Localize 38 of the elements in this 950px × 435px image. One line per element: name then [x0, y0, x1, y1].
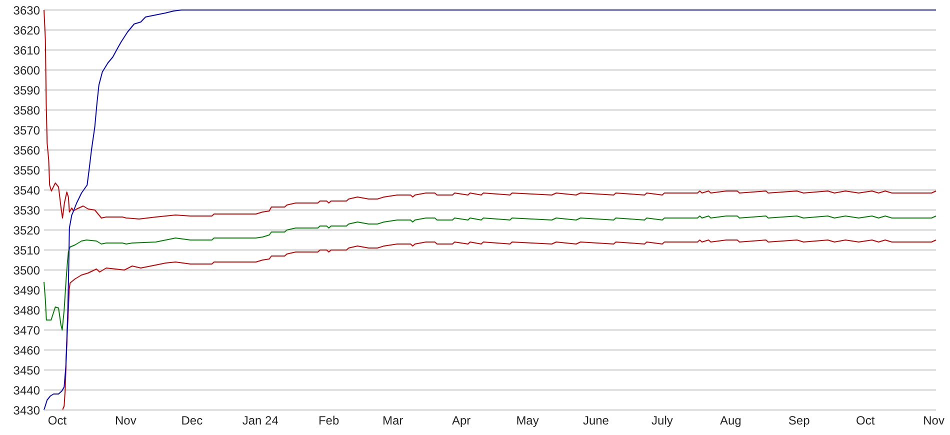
x-tick-label: July — [652, 414, 673, 428]
y-tick-label: 3490 — [13, 283, 40, 298]
y-tick-label: 3630 — [13, 3, 40, 18]
x-tick-label: Aug — [720, 414, 742, 428]
x-tick-label: Feb — [318, 414, 340, 428]
y-tick-label: 3570 — [13, 123, 40, 138]
y-tick-label: 3520 — [13, 223, 40, 238]
y-tick-label: 3620 — [13, 23, 40, 38]
y-tick-label: 3510 — [13, 243, 40, 258]
x-tick-label: Apr — [452, 414, 471, 428]
y-tick-label: 3430 — [13, 403, 40, 418]
x-tick-label: Mar — [382, 414, 404, 428]
x-tick-label: June — [582, 414, 610, 428]
y-tick-label: 3560 — [13, 143, 40, 158]
x-tick-label: Dec — [181, 414, 203, 428]
y-tick-label: 3540 — [13, 183, 40, 198]
y-tick-label: 3450 — [13, 363, 40, 378]
y-tick-label: 3580 — [13, 103, 40, 118]
x-tick-label: Jan 24 — [242, 414, 279, 428]
x-tick-label: Oct — [856, 414, 876, 428]
x-tick-label: Oct — [48, 414, 68, 428]
x-tick-label: May — [516, 414, 539, 428]
y-tick-label: 3610 — [13, 43, 40, 58]
y-tick-label: 3500 — [13, 263, 40, 278]
x-tick-label: Nov — [923, 414, 944, 428]
y-tick-label: 3480 — [13, 303, 40, 318]
y-tick-label: 3460 — [13, 343, 40, 358]
y-tick-label: 3470 — [13, 323, 40, 338]
y-tick-label: 3590 — [13, 83, 40, 98]
y-tick-label: 3600 — [13, 63, 40, 78]
line-series — [44, 10, 936, 410]
line-series — [44, 216, 936, 330]
y-tick-label: 3550 — [13, 163, 40, 178]
y-tick-label: 3440 — [13, 383, 40, 398]
x-tick-label: Sep — [788, 414, 810, 428]
line-series — [44, 10, 936, 220]
y-tick-label: 3530 — [13, 203, 40, 218]
x-tick-label: Nov — [115, 414, 136, 428]
